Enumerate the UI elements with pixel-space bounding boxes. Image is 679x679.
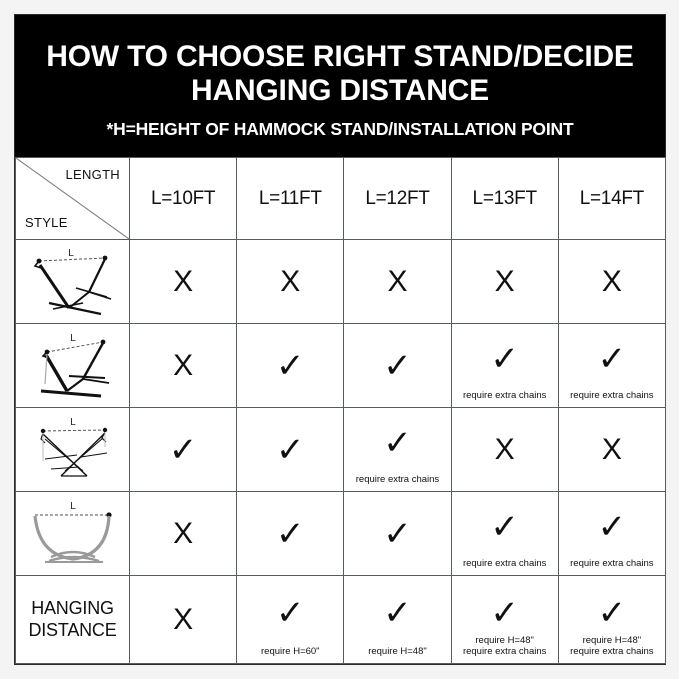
cell-mark: ✓	[383, 593, 412, 632]
corner-split-cell: LENGTH STYLE	[15, 157, 130, 240]
style-cell-curved-arc: L	[15, 491, 130, 576]
table-row: L X X X	[15, 239, 666, 324]
hammock-stand-steel-a-frame-icon: L	[40, 333, 109, 397]
cell-mark: ✓	[383, 514, 412, 553]
matrix-cell: ✓	[343, 323, 452, 408]
cell-mark: X	[173, 516, 194, 550]
cell-mark: ✓	[383, 423, 412, 462]
matrix-cell: ✓	[236, 407, 345, 492]
cell-mark: X	[280, 264, 301, 298]
matrix-cell: ✓	[343, 491, 452, 576]
cell-mark: X	[173, 264, 194, 298]
cell-mark: ✓	[597, 507, 627, 546]
matrix-cell: X	[557, 239, 666, 324]
cell-note: require H=48"	[368, 645, 427, 657]
svg-text:L: L	[70, 501, 76, 512]
matrix-cell: ✓ require extra chains	[450, 323, 559, 408]
matrix-cell: ✓ require H=60"	[236, 575, 345, 664]
matrix-cell: X	[450, 239, 559, 324]
matrix-cell: ✓ require extra chains	[343, 407, 452, 492]
matrix-cell: X	[128, 575, 238, 664]
hammock-stand-steel-tripod-icon: L	[33, 248, 111, 315]
matrix-cell: ✓	[236, 323, 345, 408]
diagonal-divider-icon	[16, 158, 129, 239]
table-row: HANGING DISTANCE X ✓ require H=60" ✓ requi…	[15, 575, 666, 664]
corner-style-label: STYLE	[25, 215, 68, 230]
matrix-cell: X	[236, 239, 345, 324]
style-cell-hanging-distance: HANGING DISTANCE	[15, 575, 130, 664]
table-row: L	[15, 407, 666, 492]
matrix-cell: X	[128, 491, 238, 576]
matrix-cell: X	[450, 407, 559, 492]
infographic-card: HOW TO CHOOSE RIGHT STAND/DECIDE HANGING…	[14, 14, 666, 665]
cell-mark: ✓	[383, 346, 412, 385]
svg-text:L: L	[70, 417, 76, 428]
matrix-cell: ✓ require H=48" require extra chains	[557, 575, 666, 664]
column-header-l12: L=12FT	[343, 157, 452, 240]
cell-mark: ✓	[276, 593, 305, 632]
matrix-cell: ✓ require extra chains	[557, 491, 666, 576]
cell-mark: X	[601, 432, 622, 466]
cell-mark: X	[173, 602, 194, 636]
cell-mark: ✓	[276, 346, 305, 385]
hammock-stand-curved-arc-icon: L	[32, 501, 112, 563]
cell-mark: ✓	[168, 430, 198, 469]
cell-note: require extra chains	[570, 389, 654, 401]
matrix-cell: X	[128, 323, 238, 408]
column-header-l10: L=10FT	[128, 157, 238, 240]
matrix-cell: ✓ require H=48" require extra chains	[450, 575, 559, 664]
cell-mark: X	[494, 432, 515, 466]
cell-mark: X	[173, 348, 194, 382]
cell-note: require H=48" require extra chains	[462, 634, 547, 657]
banner-title: HOW TO CHOOSE RIGHT STAND/DECIDE HANGING…	[46, 39, 634, 107]
table-row: L X ✓ ✓ ✓ require extra chains ✓ require e…	[15, 491, 666, 576]
corner-length-label: LENGTH	[65, 167, 120, 182]
cell-mark: ✓	[276, 430, 305, 469]
cell-mark: ✓	[597, 339, 627, 378]
table-row: L X ✓ ✓	[15, 323, 666, 408]
table-header-row: LENGTH STYLE L=10FT L=11FT L=12FT L=13FT…	[15, 157, 666, 240]
matrix-cell: X	[557, 407, 666, 492]
column-header-l14: L=14FT	[557, 157, 666, 240]
matrix-cell: X	[128, 239, 238, 324]
cell-note: require H=60"	[261, 645, 320, 657]
hammock-stand-crossed-x-frame-icon: L	[39, 417, 107, 477]
matrix-cell: ✓	[236, 491, 345, 576]
cell-note: require extra chains	[570, 557, 654, 569]
column-header-l13: L=13FT	[450, 157, 559, 240]
stand-selection-table: LENGTH STYLE L=10FT L=11FT L=12FT L=13FT…	[15, 157, 666, 664]
cell-mark: X	[387, 264, 408, 298]
cell-note: require extra chains	[462, 389, 547, 401]
banner-subtitle: *H=HEIGHT OF HAMMOCK STAND/INSTALLATION …	[106, 119, 574, 140]
cell-mark: X	[494, 264, 515, 298]
matrix-cell: ✓ require extra chains	[557, 323, 666, 408]
matrix-cell: ✓	[128, 407, 238, 492]
cell-mark: ✓	[276, 514, 305, 553]
hanging-distance-label: HANGING DISTANCE	[28, 597, 117, 640]
matrix-cell: X	[343, 239, 452, 324]
cell-note: require extra chains	[462, 557, 547, 569]
title-banner: HOW TO CHOOSE RIGHT STAND/DECIDE HANGING…	[15, 15, 665, 157]
style-cell-x-frame: L	[15, 407, 130, 492]
matrix-cell: ✓ require H=48"	[343, 575, 452, 664]
svg-text:L: L	[68, 248, 74, 259]
cell-mark: ✓	[597, 593, 627, 632]
cell-note: require H=48" require extra chains	[570, 634, 654, 657]
column-header-l11: L=11FT	[236, 157, 345, 240]
cell-mark: ✓	[490, 507, 519, 546]
style-cell-a-frame: L	[15, 323, 130, 408]
cell-mark: ✓	[490, 339, 519, 378]
cell-mark: ✓	[490, 593, 519, 632]
cell-mark: X	[601, 264, 622, 298]
cell-note: require extra chains	[355, 473, 440, 485]
matrix-cell: ✓ require extra chains	[450, 491, 559, 576]
svg-text:L: L	[70, 333, 76, 344]
style-cell-tripod: L	[15, 239, 130, 324]
